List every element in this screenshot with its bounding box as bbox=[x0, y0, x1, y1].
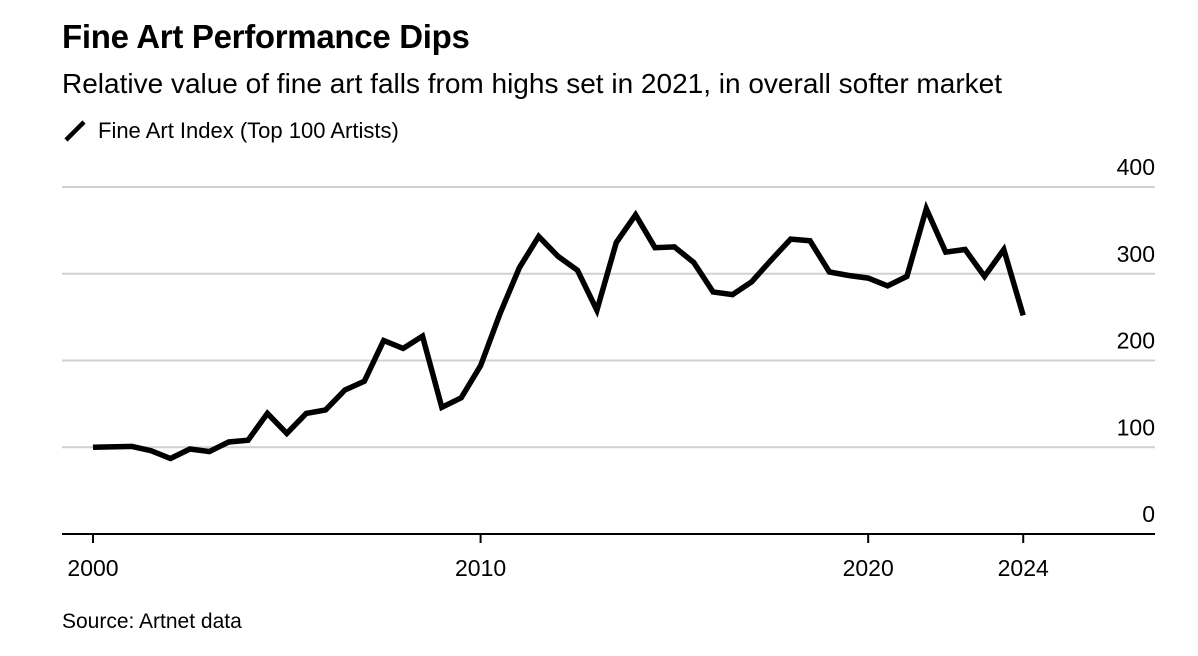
chart-subtitle: Relative value of fine art falls from hi… bbox=[62, 68, 1002, 99]
y-tick-label-200: 200 bbox=[1117, 328, 1155, 354]
x-tick-label-2020: 2020 bbox=[843, 555, 894, 581]
y-tick-label-0: 0 bbox=[1142, 501, 1155, 527]
x-tick-label-2024: 2024 bbox=[998, 555, 1049, 581]
y-tick-label-400: 400 bbox=[1117, 154, 1155, 180]
y-tick-label-300: 300 bbox=[1117, 241, 1155, 267]
source-note: Source: Artnet data bbox=[62, 610, 242, 633]
x-tick-label-2000: 2000 bbox=[67, 555, 118, 581]
x-tick-label-2010: 2010 bbox=[455, 555, 506, 581]
y-tick-label-100: 100 bbox=[1117, 414, 1155, 440]
chart-title: Fine Art Performance Dips bbox=[62, 18, 470, 55]
series-line-0 bbox=[92, 200, 1026, 462]
legend-entry: Fine Art Index (Top 100 Artists) bbox=[98, 118, 399, 143]
legend: Fine Art Index (Top 100 Artists) bbox=[62, 117, 399, 145]
legend-line-icon bbox=[64, 120, 86, 142]
